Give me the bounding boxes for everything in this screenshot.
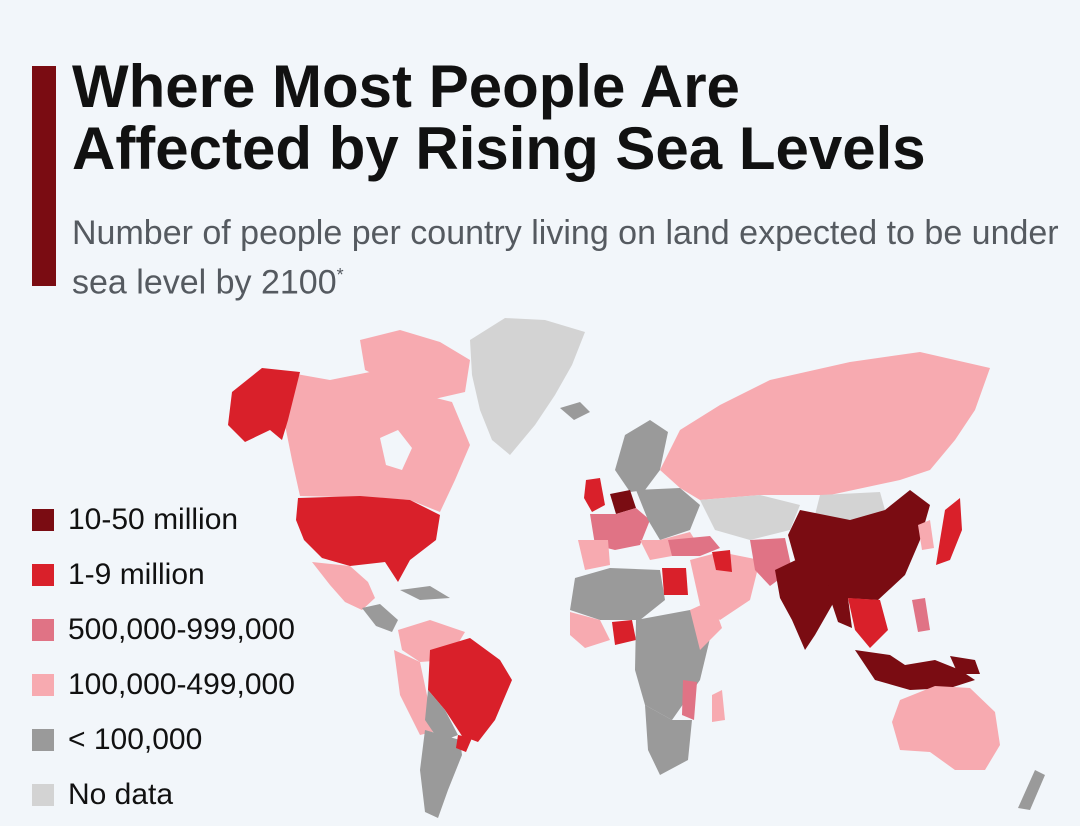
subtitle-text: Number of people per country living on l… [72, 214, 1059, 302]
region-canada-arctic [360, 330, 470, 400]
region-caribbean [400, 586, 450, 600]
region-southern-africa [645, 705, 692, 775]
title-line-2: Affected by Rising Sea Levels [72, 115, 926, 182]
chart-subtitle: Number of people per country living on l… [72, 212, 1062, 303]
map-legend: 10-50 million 1-9 million 500,000-999,00… [32, 492, 295, 822]
legend-label: No data [68, 777, 174, 811]
region-netherlands [610, 490, 636, 514]
region-iberia [578, 540, 610, 570]
legend-label: < 100,000 [68, 722, 203, 756]
region-korea [918, 520, 934, 550]
region-central-africa [635, 610, 712, 720]
legend-swatch [32, 563, 54, 586]
region-west-africa [570, 612, 610, 648]
region-southeast-asia-mainland [848, 598, 888, 648]
region-alaska [228, 368, 300, 442]
legend-label: 1-9 million [68, 557, 205, 591]
legend-item: 500,000-999,000 [32, 602, 295, 657]
region-hudson-bay [380, 430, 412, 470]
legend-swatch [32, 618, 54, 641]
region-mongolia [815, 492, 885, 520]
region-iraq [712, 550, 732, 572]
legend-item: 1-9 million [32, 547, 295, 602]
region-russia [660, 352, 990, 500]
title-line-1: Where Most People Are [72, 53, 740, 120]
region-mexico [312, 562, 375, 610]
region-turkey [668, 536, 720, 556]
region-new-zealand [1018, 770, 1045, 810]
legend-swatch [32, 508, 54, 531]
region-north-africa [570, 568, 665, 620]
legend-item: 100,000-499,000 [32, 657, 295, 712]
legend-swatch [32, 783, 54, 806]
region-china [788, 490, 930, 600]
region-japan [936, 498, 962, 565]
region-philippines [912, 598, 930, 632]
chart-title: Where Most People Are Affected by Rising… [72, 56, 1062, 180]
region-papua-new-guinea [950, 656, 980, 674]
region-western-europe [590, 508, 650, 550]
region-brazil [428, 638, 512, 742]
footnote-marker: * [336, 265, 344, 285]
legend-swatch [32, 673, 54, 696]
legend-item: < 100,000 [32, 712, 295, 767]
region-bolivia-paraguay [425, 690, 458, 742]
legend-swatch [32, 728, 54, 751]
region-australia [892, 686, 1000, 770]
region-madagascar [712, 690, 725, 722]
region-myanmar [828, 585, 852, 628]
region-central-asia [700, 495, 800, 540]
legend-item: No data [32, 767, 295, 822]
region-southern-cone [420, 730, 462, 818]
region-canada [284, 372, 470, 512]
region-egypt [662, 568, 688, 595]
region-nigeria [612, 620, 636, 645]
region-uruguay [456, 735, 472, 752]
legend-label: 100,000-499,000 [68, 667, 295, 701]
region-indonesia [855, 650, 975, 690]
legend-label: 500,000-999,000 [68, 612, 295, 646]
region-central-america [362, 604, 398, 632]
region-usa [296, 496, 440, 582]
world-map [228, 318, 1045, 818]
legend-item: 10-50 million [32, 492, 295, 547]
legend-label: 10-50 million [68, 502, 239, 536]
region-greenland [470, 318, 585, 455]
region-mozambique [682, 680, 697, 720]
title-accent-bar [32, 66, 56, 286]
region-eastern-europe [636, 488, 700, 540]
region-uk [584, 478, 605, 512]
region-india [775, 558, 835, 650]
region-scandinavia [615, 420, 668, 492]
region-iceland [560, 402, 590, 420]
region-east-africa [690, 600, 722, 650]
